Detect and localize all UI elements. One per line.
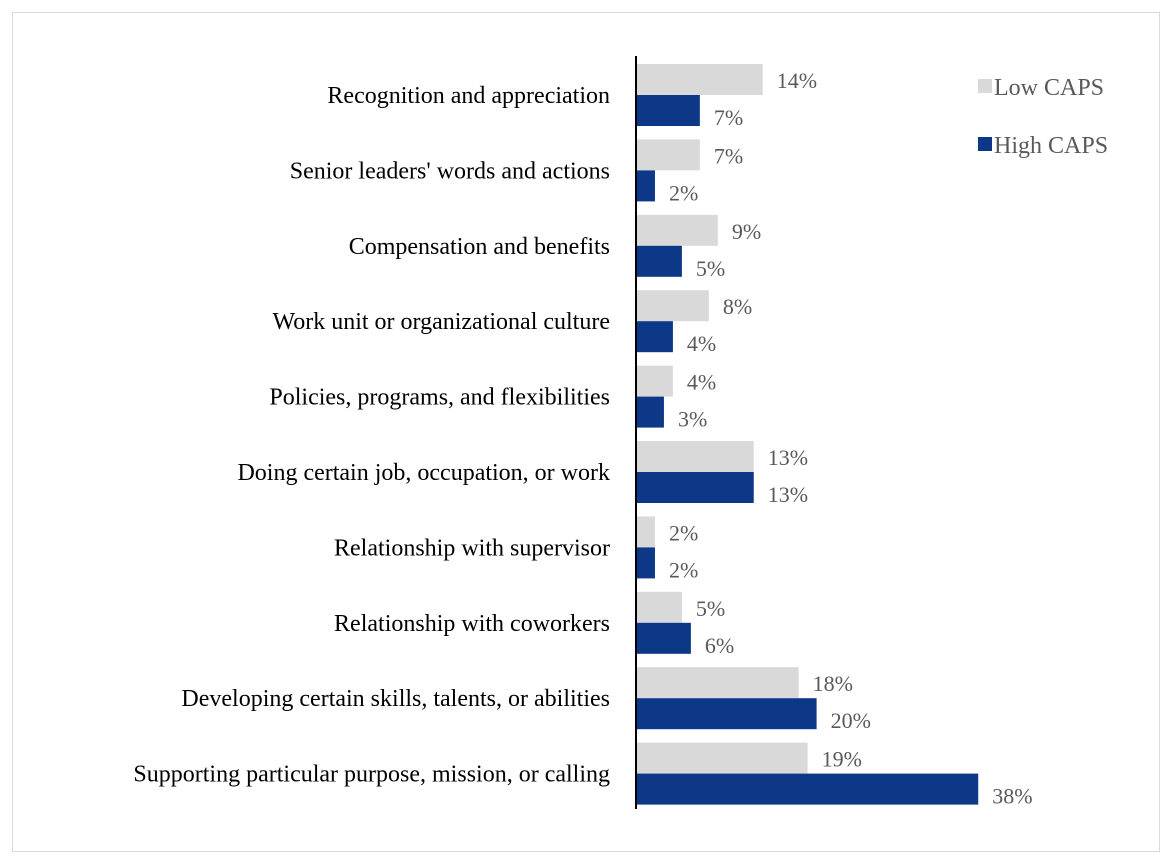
high-caps-bar [637, 170, 655, 202]
data-label: 9% [732, 219, 761, 244]
data-label: 7% [714, 143, 743, 168]
data-label: 19% [822, 747, 862, 772]
legend-swatch-high-caps [978, 137, 992, 151]
data-label: 38% [992, 784, 1032, 809]
high-caps-bar [637, 773, 979, 805]
legend-label-low-caps: Low CAPS [994, 75, 1104, 101]
low-caps-bar [637, 214, 718, 246]
data-label: 14% [777, 68, 817, 93]
low-caps-bar [637, 667, 799, 699]
data-label: 6% [705, 633, 734, 658]
data-label: 7% [714, 105, 743, 130]
category-label: Doing certain job, occupation, or work [237, 460, 610, 486]
data-label: 8% [723, 294, 752, 319]
category-label: Senior leaders' words and actions [290, 158, 610, 184]
data-label: 2% [669, 180, 698, 205]
low-caps-bar [637, 441, 754, 472]
high-caps-bar [637, 547, 655, 579]
legend-swatch-low-caps [978, 79, 992, 93]
category-label: Compensation and benefits [349, 234, 610, 260]
low-caps-bar [637, 365, 673, 397]
data-label: 5% [696, 596, 725, 621]
high-caps-bar [637, 396, 664, 428]
category-label: Relationship with coworkers [334, 611, 610, 637]
chart-frame [12, 12, 1160, 852]
category-label: Relationship with supervisor [334, 535, 610, 561]
data-label: 5% [696, 256, 725, 281]
low-caps-bar [637, 591, 682, 623]
legend: Low CAPS High CAPS [978, 75, 1108, 159]
low-caps-bar [637, 290, 709, 322]
low-caps-bar [637, 64, 763, 95]
high-caps-bar [637, 698, 817, 730]
data-label: 18% [813, 671, 853, 696]
data-label: 4% [687, 370, 716, 395]
category-label: Recognition and appreciation [327, 83, 610, 109]
low-caps-bar [637, 516, 655, 548]
data-label: 13% [768, 445, 808, 470]
category-label: Developing certain skills, talents, or a… [181, 686, 610, 712]
data-label: 20% [831, 708, 871, 733]
high-caps-bar [637, 622, 691, 654]
high-caps-bar [637, 95, 700, 126]
high-caps-bar [637, 245, 682, 277]
category-label: Supporting particular purpose, mission, … [133, 762, 610, 788]
low-caps-bar [637, 742, 808, 774]
data-label: 13% [768, 482, 808, 507]
category-label: Work unit or organizational culture [272, 309, 610, 335]
data-label: 2% [669, 557, 698, 582]
category-label: Policies, programs, and flexibilities [269, 385, 610, 411]
bars-group [637, 64, 979, 805]
high-caps-bar [637, 472, 754, 503]
legend-label-high-caps: High CAPS [994, 133, 1108, 159]
labels-group: Recognition and appreciation 14% 7% Senior … [133, 68, 1032, 809]
data-label: 3% [678, 407, 707, 432]
data-label: 4% [687, 331, 716, 356]
high-caps-bar [637, 321, 673, 353]
data-label: 2% [669, 520, 698, 545]
low-caps-bar [637, 139, 700, 171]
